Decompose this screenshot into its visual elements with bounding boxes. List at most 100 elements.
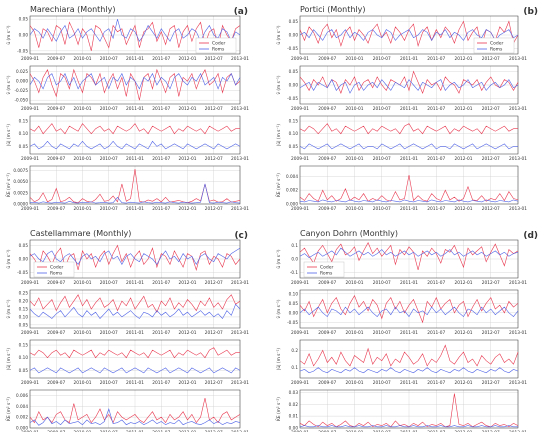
series-line-roms bbox=[29, 303, 241, 320]
x-tick-label: 2011-07 bbox=[427, 56, 445, 62]
x-tick-label: 2010-01 bbox=[346, 56, 364, 62]
x-tick-label: 2010-01 bbox=[74, 206, 92, 212]
legend-label: Roms bbox=[50, 271, 63, 277]
series-line-roms bbox=[299, 425, 518, 428]
x-tick-label: 2009-07 bbox=[318, 56, 336, 62]
x-tick-label: 2012-01 bbox=[179, 106, 197, 112]
subplot-row: 2009-012009-072010-012010-072011-012011-… bbox=[275, 389, 527, 436]
y-axis-label: ū (m s⁻¹) bbox=[6, 25, 12, 45]
x-tick-label: 2010-01 bbox=[346, 330, 364, 336]
x-tick-label: 2013-01 bbox=[231, 56, 249, 62]
legend-label: Coder bbox=[50, 265, 64, 271]
x-tick-label: 2013-01 bbox=[231, 280, 249, 286]
x-tick-label: 2010-01 bbox=[346, 156, 364, 162]
y-tick-label: 0.20 bbox=[19, 299, 29, 304]
y-axis-label: ū (m s⁻¹) bbox=[6, 249, 12, 269]
x-tick-label: 2010-01 bbox=[74, 56, 92, 62]
y-tick-label: 0.2 bbox=[291, 348, 298, 353]
legend-label: Coder bbox=[320, 265, 334, 271]
x-tick-label: 2009-07 bbox=[47, 380, 65, 386]
y-tick-label: 0.00 bbox=[289, 310, 299, 315]
x-tick-label: 2010-01 bbox=[74, 106, 92, 112]
x-tick-label: 2011-07 bbox=[152, 106, 170, 112]
x-tick-label: 2012-01 bbox=[455, 380, 473, 386]
y-axis-label: |ū| (m s⁻¹) bbox=[6, 124, 12, 146]
y-tick-label: 0.006 bbox=[16, 393, 28, 398]
x-tick-label: 2012-07 bbox=[205, 56, 223, 62]
x-tick-label: 2011-07 bbox=[152, 56, 170, 62]
y-tick-label: -0.05 bbox=[287, 320, 298, 325]
x-tick-label: 2013-01 bbox=[231, 380, 249, 386]
x-tick-label: 2010-07 bbox=[100, 106, 118, 112]
y-tick-label: -0.1 bbox=[290, 270, 299, 275]
x-tick-label: 2010-07 bbox=[373, 106, 391, 112]
y-tick-label: 0.00 bbox=[289, 83, 299, 88]
x-tick-label: 2012-01 bbox=[179, 156, 197, 162]
y-axis-label: |ū| (m s⁻¹) bbox=[276, 348, 282, 370]
x-tick-label: 2011-01 bbox=[400, 280, 418, 286]
y-tick-label: 0.15 bbox=[19, 119, 29, 124]
y-tick-label: 0.15 bbox=[289, 119, 299, 124]
y-tick-label: 0.000 bbox=[16, 79, 28, 84]
y-tick-label: 0.0000 bbox=[13, 202, 28, 207]
x-tick-label: 2009-07 bbox=[318, 330, 336, 336]
panel-title: Castellammare (Monthly) bbox=[30, 229, 131, 238]
legend-label: Coder bbox=[212, 41, 226, 47]
x-tick-label: 2013-01 bbox=[509, 206, 527, 212]
y-tick-label: 0.0025 bbox=[13, 190, 28, 195]
x-tick-label: 2009-01 bbox=[21, 56, 39, 62]
x-tick-label: 2009-07 bbox=[318, 280, 336, 286]
y-tick-label: 0.1 bbox=[291, 243, 298, 248]
x-tick-label: 2010-01 bbox=[74, 330, 92, 336]
panel-4: Canyon Dohrn (Monthly) (d) 2009-01 2009-07 2… bbox=[275, 229, 538, 436]
y-tick-label: 0.05 bbox=[19, 243, 29, 248]
x-tick-label: 2012-07 bbox=[205, 380, 223, 386]
x-tick-label: 2011-01 bbox=[126, 280, 144, 286]
x-tick-label: 2012-07 bbox=[482, 206, 500, 212]
y-tick-label: 0.10 bbox=[289, 291, 299, 296]
y-axis-label: v̄ (m s⁻¹) bbox=[276, 299, 282, 318]
x-tick-label: 2012-07 bbox=[205, 330, 223, 336]
x-tick-label: 2011-07 bbox=[427, 206, 445, 212]
subplot-frame bbox=[29, 165, 241, 205]
x-tick-label: 2010-07 bbox=[100, 380, 118, 386]
x-tick-label: 2011-01 bbox=[126, 380, 144, 386]
x-tick-label: 2011-01 bbox=[400, 380, 418, 386]
x-tick-label: 2011-01 bbox=[126, 56, 144, 62]
x-tick-label: 2011-01 bbox=[400, 330, 418, 336]
x-tick-label: 2012-01 bbox=[455, 330, 473, 336]
y-tick-label: 0.03 bbox=[289, 390, 299, 395]
series-line-coder bbox=[299, 174, 519, 202]
x-tick-label: 2012-07 bbox=[482, 380, 500, 386]
x-tick-label: 2011-01 bbox=[400, 156, 418, 162]
subplot-frame bbox=[299, 115, 519, 155]
x-tick-label: 2009-01 bbox=[291, 156, 309, 162]
x-tick-label: 2010-01 bbox=[346, 380, 364, 386]
x-tick-label: 2013-01 bbox=[509, 56, 527, 62]
x-tick-label: 2012-01 bbox=[455, 106, 473, 112]
x-tick-label: 2013-01 bbox=[231, 330, 249, 336]
x-tick-label: 2011-07 bbox=[427, 106, 445, 112]
x-tick-label: 2009-01 bbox=[291, 280, 309, 286]
series-line-roms bbox=[29, 408, 241, 426]
y-tick-label: 0.05 bbox=[289, 301, 299, 306]
y-tick-label: 0.10 bbox=[289, 131, 299, 136]
panel-2: Portici (Monthly) (b) 2009-01 2009-07 2010-0… bbox=[275, 5, 538, 212]
y-tick-label: 0.05 bbox=[19, 322, 29, 327]
y-tick-label: 0.05 bbox=[289, 19, 299, 24]
series-line-coder bbox=[29, 347, 240, 359]
y-tick-label: -0.050 bbox=[15, 98, 29, 103]
y-axis-label: ū (m s⁻¹) bbox=[276, 25, 282, 45]
x-tick-label: 2010-01 bbox=[346, 280, 364, 286]
panel-title: Canyon Dohrn (Monthly) bbox=[300, 229, 398, 238]
x-tick-label: 2012-07 bbox=[205, 156, 223, 162]
x-tick-label: 2009-01 bbox=[291, 56, 309, 62]
x-tick-label: 2012-07 bbox=[482, 330, 500, 336]
x-tick-label: 2013-01 bbox=[509, 280, 527, 286]
